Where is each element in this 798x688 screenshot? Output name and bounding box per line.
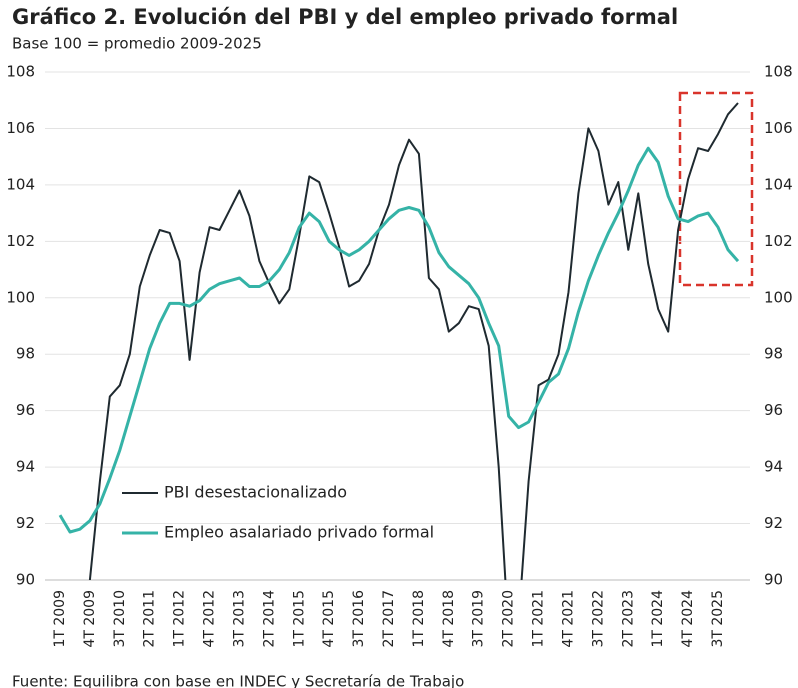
y-tick-label: 106 (6, 119, 35, 137)
y-tick-label: 108 (6, 63, 35, 81)
x-tick-label: 3T 2010 (112, 590, 128, 648)
y2-tick-label: 94 (764, 458, 783, 476)
x-tick-label: 4T 2015 (321, 590, 337, 648)
highlight-box (678, 91, 754, 287)
series-line (88, 102, 739, 580)
y2-tick-label: 96 (764, 401, 783, 419)
source-note: Fuente: Equilibra con base en INDEC y Se… (12, 673, 464, 688)
x-tick-label: 4T 2024 (680, 590, 696, 648)
y2-tick-label: 90 (764, 571, 783, 589)
y2-tick-label: 102 (764, 232, 793, 250)
y2-tick-label: 104 (764, 175, 793, 193)
legend-label: PBI desestacionalizado (164, 483, 347, 502)
y-tick-label: 98 (16, 345, 35, 363)
y-tick-label: 102 (6, 232, 35, 250)
x-tick-label: 3T 2013 (231, 590, 247, 648)
chart-subtitle: Base 100 = promedio 2009-2025 (12, 35, 262, 53)
x-tick-label: 2T 2023 (620, 590, 636, 648)
chart-title: Gráfico 2. Evolución del PBI y del emple… (12, 5, 678, 29)
y-tick-label: 96 (16, 401, 35, 419)
x-tick-label: 4T 2018 (441, 590, 457, 648)
y2-tick-label: 108 (764, 63, 793, 81)
y2-tick-label: 100 (764, 288, 793, 306)
x-tick-label: 3T 2025 (710, 590, 726, 648)
x-tick-label: 3T 2019 (471, 590, 487, 648)
x-tick-label: 1T 2021 (531, 590, 547, 648)
y-tick-label: 100 (6, 288, 35, 306)
y-tick-label: 92 (16, 514, 35, 532)
x-tick-label: 3T 2022 (590, 590, 606, 648)
y2-tick-label: 106 (764, 119, 793, 137)
series-line (58, 146, 740, 534)
x-tick-label: 3T 2016 (351, 590, 367, 648)
y-tick-label: 104 (6, 175, 35, 193)
x-tick-label: 4T 2021 (560, 590, 576, 648)
x-tick-label: 1T 2012 (172, 590, 188, 648)
x-tick-label: 1T 2018 (411, 590, 427, 648)
y2-tick-label: 92 (764, 514, 783, 532)
x-tick-label: 2T 2017 (381, 590, 397, 648)
x-tick-label: 4T 2012 (202, 590, 218, 648)
legend-label: Empleo asalariado privado formal (164, 523, 434, 542)
y-tick-label: 90 (16, 571, 35, 589)
x-tick-label: 2T 2014 (261, 590, 277, 648)
x-tick-label: 1T 2024 (650, 590, 666, 648)
plot-area (58, 102, 740, 580)
y-tick-label: 94 (16, 458, 35, 476)
x-tick-label: 1T 2015 (291, 590, 307, 648)
x-tick-label: 2T 2020 (501, 590, 517, 648)
y2-tick-label: 98 (764, 345, 783, 363)
x-tick-label: 1T 2009 (52, 590, 68, 648)
x-tick-label: 2T 2011 (142, 590, 158, 648)
x-tick-label: 4T 2009 (82, 590, 98, 648)
